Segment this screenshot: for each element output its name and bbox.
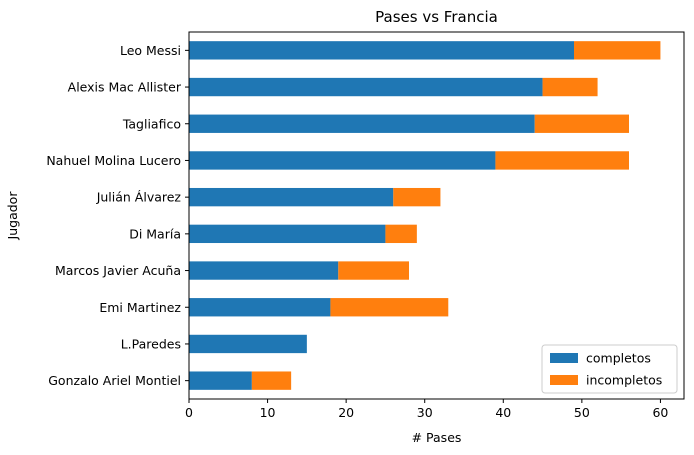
y-tick-label: Gonzalo Ariel Montiel	[48, 373, 181, 388]
x-tick-label: 0	[185, 405, 193, 420]
bar-completos-1	[189, 334, 307, 354]
bar-incompletos-6	[495, 151, 629, 170]
bar-completos-9	[189, 41, 574, 60]
x-tick-label: 20	[338, 405, 354, 420]
x-tick-label: 50	[574, 405, 590, 420]
y-tick-label: Marcos Javier Acuña	[55, 263, 181, 278]
bar-incompletos-4	[385, 224, 417, 244]
legend-label-incompletos: incompletos	[586, 373, 662, 388]
x-axis: 0 10 20 30 40 50 60	[185, 399, 668, 420]
y-axis-label: Jugador	[5, 191, 20, 241]
y-tick-label: Alexis Mac Allister	[68, 80, 182, 95]
y-tick-label: Leo Messi	[120, 43, 181, 58]
y-axis: Gonzalo Ariel Montiel L.Paredes Emi Martin…	[46, 43, 189, 388]
y-tick-label: Emi Martinez	[99, 300, 181, 315]
y-tick-label: Di María	[129, 226, 181, 241]
y-tick-label: Tagliafico	[122, 116, 181, 131]
plot-frame	[188, 31, 685, 400]
bar-incompletos-8	[542, 77, 598, 97]
y-tick-label: Nahuel Molina Lucero	[46, 153, 181, 168]
bar-completos-7	[189, 114, 535, 133]
legend-swatch-incompletos	[550, 375, 578, 385]
x-axis-label: # Pases	[412, 430, 462, 445]
bar-incompletos-7	[534, 114, 629, 133]
y-tick-label: Julián Álvarez	[96, 190, 182, 205]
legend-swatch-completos	[550, 353, 578, 363]
x-tick-label: 60	[652, 405, 668, 420]
bar-completos-6	[189, 151, 496, 170]
bar-incompletos-2	[330, 298, 449, 317]
bar-completos-3	[189, 261, 339, 280]
chart-title: Pases vs Francia	[375, 8, 498, 26]
x-tick-label: 30	[417, 405, 433, 420]
bar-completos-8	[189, 77, 543, 97]
y-tick-label: L.Paredes	[121, 336, 181, 351]
bars-group	[189, 41, 661, 390]
bar-completos-4	[189, 224, 386, 244]
legend-label-completos: completos	[586, 351, 651, 366]
bar-incompletos-0	[251, 371, 292, 390]
bar-completos-0	[189, 371, 252, 390]
bar-completos-5	[189, 187, 394, 207]
bar-incompletos-3	[338, 261, 409, 280]
bar-incompletos-9	[574, 41, 661, 60]
x-tick-label: 10	[260, 405, 276, 420]
legend: completos incompletos	[541, 344, 678, 394]
bar-incompletos-5	[393, 187, 441, 207]
bar-completos-2	[189, 298, 331, 317]
x-tick-label: 40	[495, 405, 511, 420]
